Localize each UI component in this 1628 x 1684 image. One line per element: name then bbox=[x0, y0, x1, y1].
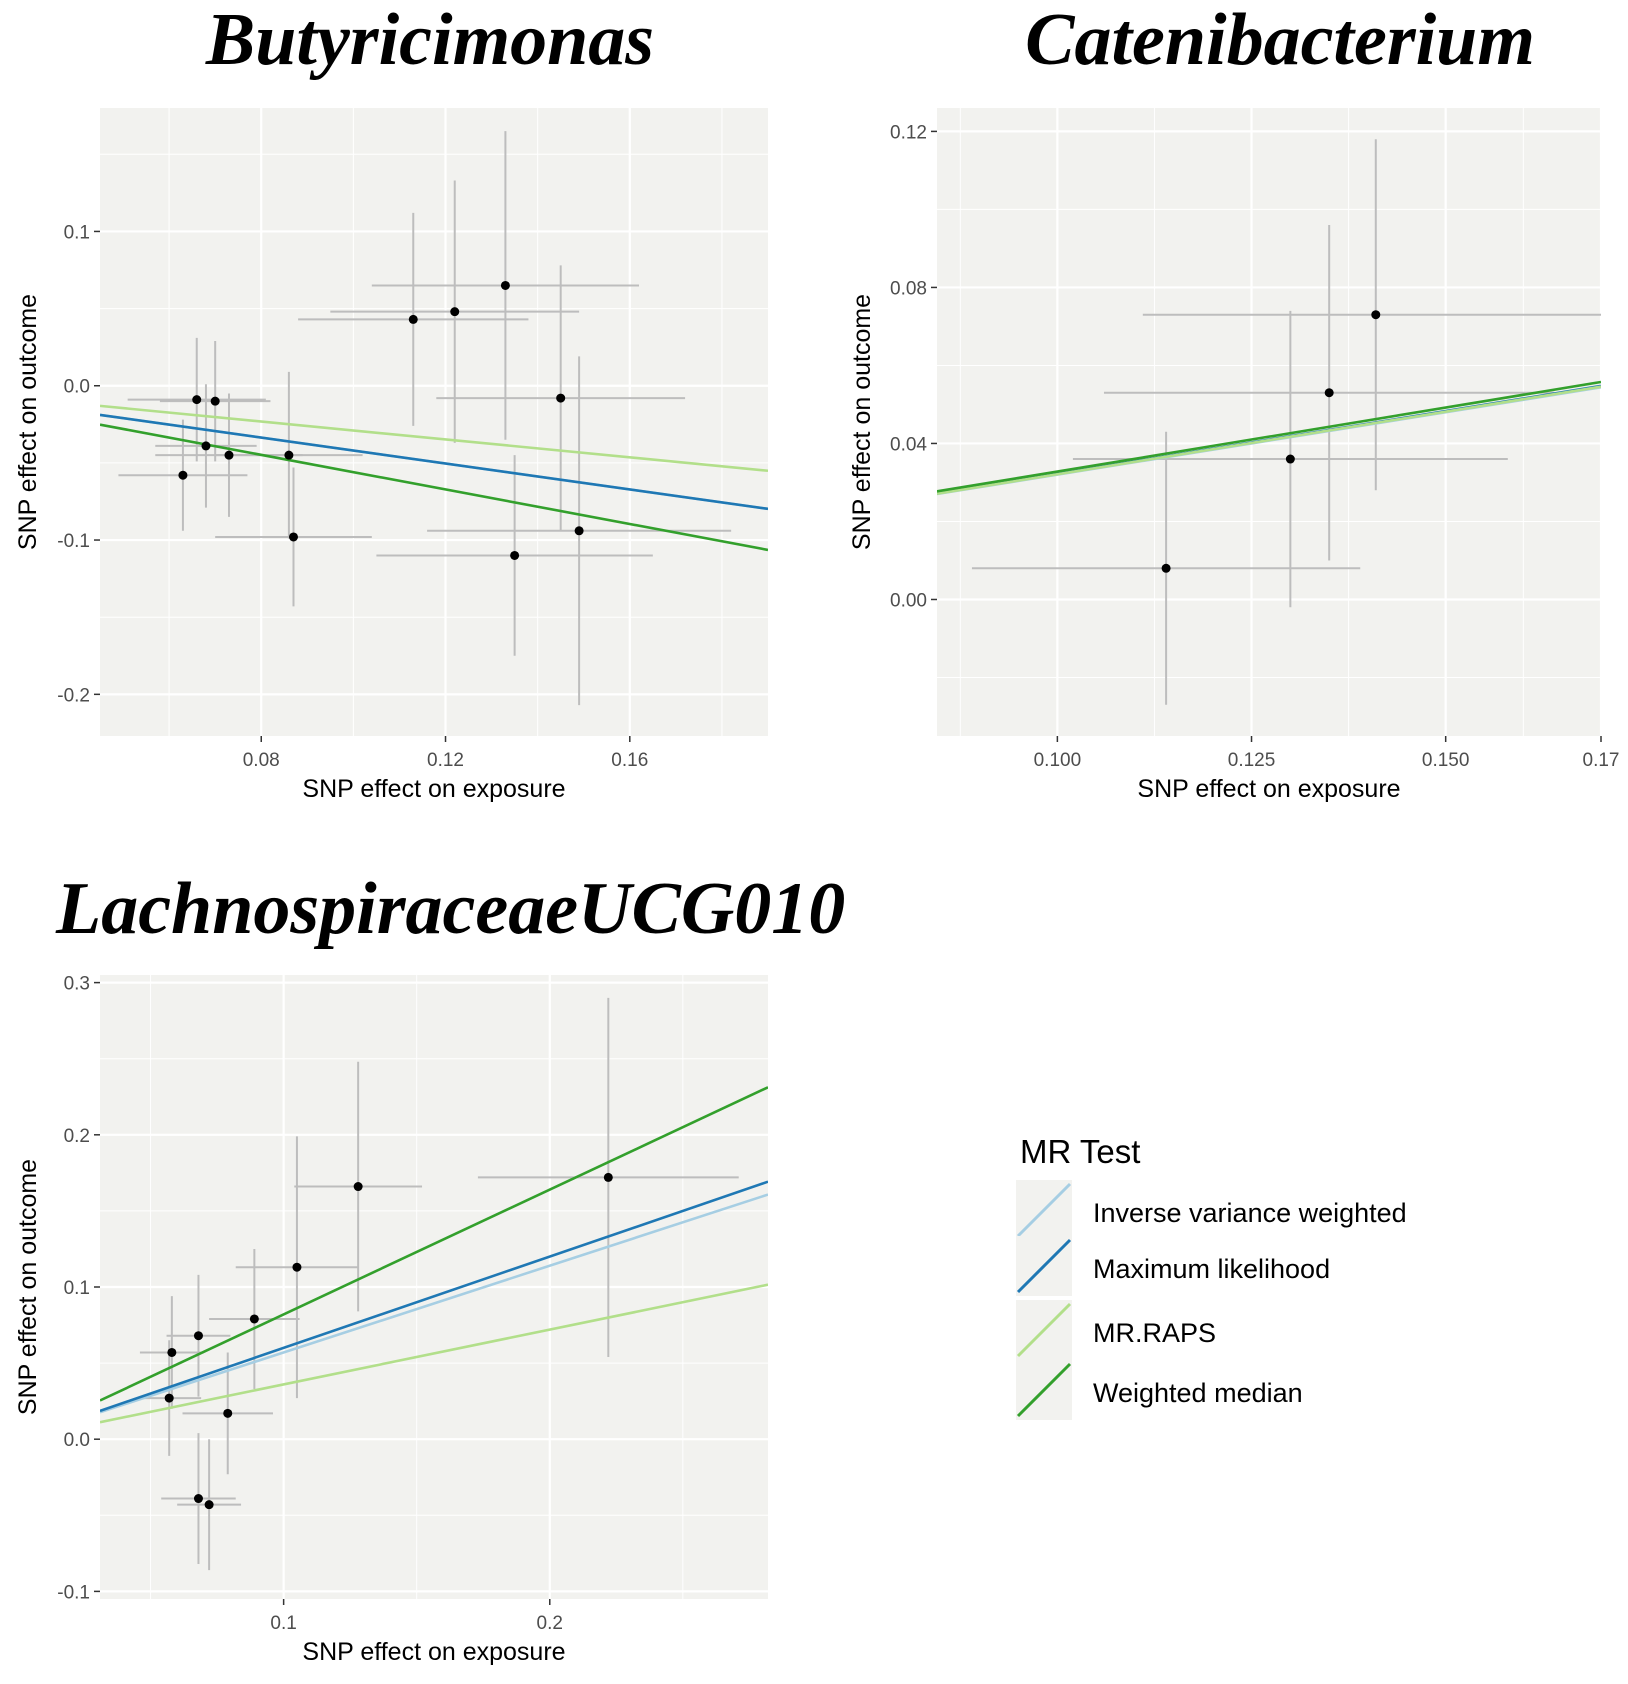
mr-line-mr-raps bbox=[100, 404, 768, 473]
panel-title-catenibacterium: Catenibacterium bbox=[1025, 0, 1535, 81]
snp-point bbox=[164, 1393, 174, 1403]
snp-point bbox=[167, 1347, 177, 1357]
y-tick-label: -0.1 bbox=[57, 1582, 90, 1603]
snp-point bbox=[408, 314, 418, 324]
y-tick-label: 0.1 bbox=[64, 222, 90, 243]
x-tick-label: 0.125 bbox=[1228, 750, 1276, 771]
snp-point bbox=[1285, 454, 1295, 464]
snp-point bbox=[210, 396, 220, 406]
mr-line-weighted-median bbox=[937, 380, 1601, 493]
x-tick-label: 0.17 bbox=[1583, 750, 1620, 771]
legend-key-line bbox=[1016, 1302, 1072, 1358]
x-tick-label: 0.1 bbox=[270, 1613, 296, 1634]
mr-line-mr-raps bbox=[100, 1283, 768, 1424]
snp-point bbox=[178, 470, 188, 480]
mr-line-maximum-likelihood bbox=[100, 1180, 768, 1413]
snp-point bbox=[288, 532, 298, 542]
legend-item: Weighted median bbox=[1016, 1360, 1303, 1420]
snp-point bbox=[1324, 388, 1334, 398]
legend-item-label: Inverse variance weighted bbox=[1093, 1198, 1407, 1228]
y-axis-label: SNP effect on outcome bbox=[14, 1159, 42, 1415]
snp-point bbox=[192, 395, 202, 405]
legend-item-label: MR.RAPS bbox=[1093, 1318, 1216, 1348]
y-axis-label: SNP effect on outcome bbox=[14, 294, 42, 550]
x-tick-label: 0.16 bbox=[611, 750, 648, 771]
panel-lachnospiraceae: 0.1 0.2 -0.1 0.0 0.1 0.2 0.3 SNP effect on expo… bbox=[14, 974, 768, 1666]
y-tick-label: 0.04 bbox=[890, 434, 927, 455]
y-tick-label: -0.1 bbox=[57, 531, 90, 552]
snp-point bbox=[574, 526, 584, 536]
snp-point bbox=[603, 1172, 613, 1182]
legend-title: MR Test bbox=[1020, 1133, 1140, 1170]
legend-item-label: Maximum likelihood bbox=[1093, 1254, 1330, 1284]
snp-point bbox=[556, 393, 566, 403]
x-axis-label: SNP effect on exposure bbox=[1137, 775, 1400, 803]
plot-background bbox=[937, 108, 1601, 736]
panel-title-butyricimonas: Butyricimonas bbox=[205, 0, 654, 81]
mr-line-weighted-median bbox=[100, 423, 768, 552]
y-tick-label: 0.2 bbox=[64, 1126, 90, 1147]
gridlines bbox=[937, 108, 1601, 736]
x-tick-label: 0.08 bbox=[243, 750, 280, 771]
mr-line-maximum-likelihood bbox=[100, 413, 768, 511]
legend-item: Maximum likelihood bbox=[1016, 1236, 1330, 1296]
y-tick-label: 0.0 bbox=[64, 377, 90, 398]
snp-point bbox=[500, 280, 510, 290]
legend-item-label: Weighted median bbox=[1093, 1378, 1303, 1408]
y-tick-label: -0.2 bbox=[57, 685, 90, 706]
mr-line-mr-raps bbox=[937, 385, 1601, 495]
snp-point bbox=[193, 1494, 203, 1504]
legend: MR Test Inverse variance weighted Maximum… bbox=[1016, 1133, 1407, 1420]
y-axis-label: SNP effect on outcome bbox=[848, 294, 876, 550]
y-tick-label: 0.0 bbox=[64, 1430, 90, 1451]
snp-point bbox=[353, 1182, 363, 1192]
snp-point bbox=[1161, 563, 1171, 573]
y-tick-label: 0.08 bbox=[890, 278, 927, 299]
x-tick-label: 0.150 bbox=[1422, 750, 1470, 771]
x-tick-label: 0.2 bbox=[537, 1613, 563, 1634]
panel-catenibacterium: 0.100 0.125 0.150 0.17 0.00 0.04 0.08 0.12 SNP e… bbox=[848, 108, 1620, 803]
snp-point bbox=[450, 307, 460, 317]
y-tick-label: 0.00 bbox=[890, 590, 927, 611]
snp-point bbox=[284, 450, 294, 460]
y-tick-label: 0.3 bbox=[64, 974, 90, 995]
snp-point bbox=[1371, 310, 1381, 320]
x-tick-label: 0.100 bbox=[1034, 750, 1082, 771]
plot-background bbox=[100, 108, 768, 736]
legend-key-line bbox=[1016, 1362, 1072, 1418]
legend-item: MR.RAPS bbox=[1016, 1300, 1216, 1360]
panel-title-lachnospiraceae: LachnospiraceaeUCG010 bbox=[55, 868, 845, 950]
x-tick-label: 0.12 bbox=[427, 750, 464, 771]
legend-item: Inverse variance weighted bbox=[1016, 1180, 1407, 1240]
panel-butyricimonas: 0.08 0.12 0.16 -0.2 -0.1 0.0 0.1 SNP effect on … bbox=[14, 108, 768, 803]
y-tick-label: 0.12 bbox=[890, 122, 927, 143]
mr-line-inverse-variance-weighted bbox=[100, 1193, 768, 1414]
y-tick-label: 0.1 bbox=[64, 1278, 90, 1299]
legend-key-line bbox=[1016, 1182, 1072, 1238]
snp-point bbox=[292, 1262, 302, 1272]
snp-point bbox=[224, 450, 234, 460]
snp-point bbox=[201, 441, 211, 451]
mr-line-weighted-median bbox=[100, 1086, 768, 1402]
snp-point bbox=[193, 1331, 203, 1341]
snp-point bbox=[204, 1500, 214, 1510]
x-axis-label: SNP effect on exposure bbox=[302, 775, 565, 803]
snp-point bbox=[223, 1408, 233, 1418]
gridlines bbox=[100, 975, 768, 1599]
legend-key-line bbox=[1016, 1238, 1072, 1294]
snp-point bbox=[249, 1314, 259, 1324]
x-axis-label: SNP effect on exposure bbox=[302, 1638, 565, 1666]
snp-point bbox=[510, 550, 520, 560]
